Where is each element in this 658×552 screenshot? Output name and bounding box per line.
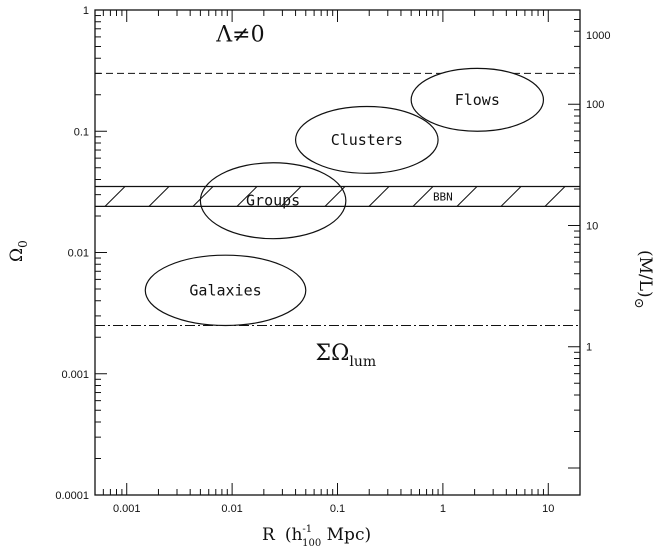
bbn-hatch [192,186,214,207]
luminous-annotation-main: ΣΩ [316,341,350,366]
bands: BBN [95,185,609,207]
flows-region [410,67,545,132]
right-axis-title: (M/L)⊙ [631,250,655,309]
x-axis-title-unit-sup: -1 [302,524,312,535]
right-tick-label: 100 [586,99,604,111]
right-tick-label: 1000 [586,30,610,42]
y-tick-label: 0.001 [61,369,89,381]
bbn-hatch [324,186,346,207]
bbn-hatch [544,186,566,207]
y-tick-label: 0.0001 [55,490,89,502]
bbn-hatch [500,186,522,207]
bbn-hatch [148,186,170,207]
luminous-annotation: ΣΩlum [316,341,377,370]
right-tick-label: 1 [586,342,592,354]
left-axis-title-sub: 0 [16,240,30,248]
left-axis-title-main: Ω [7,248,27,262]
bbn-hatch [104,186,126,207]
luminous-annotation-sub: lum [349,354,376,370]
bbn-hatch [589,187,609,207]
flows-label: Flows [455,91,500,109]
regions: Galaxies Groups Clusters Flows [144,67,545,327]
bbn-hatch [368,186,390,207]
x-tick-label: 10 [542,503,554,515]
bbn-hatch [236,186,258,207]
groups-label: Groups [246,192,300,210]
x-tick-label: 0.1 [330,503,345,515]
x-axis-title: R (h-1 100 Mpc) [262,524,371,549]
bbn-hatch [280,186,302,207]
right-axis-title-sub: ⊙ [631,298,646,309]
x-axis-title-unit-pre: (h [285,525,303,545]
galaxies-label: Galaxies [189,281,261,299]
x-axis-title-unit-post: Mpc) [321,525,371,545]
y-tick-label: 0.1 [74,126,89,138]
tick-marks [94,9,581,496]
reference-lines [95,72,580,326]
bbn-hatch [456,186,478,207]
tick-labels: 0.001 0.01 0.1 1 10 0.0001 0.001 0.01 0.1 1 1 10 100… [55,5,610,515]
x-tick-label: 1 [440,503,446,515]
lambda-annotation: Λ≠0 [215,22,264,47]
bbn-hatch [412,186,434,207]
galaxies-region [144,254,307,327]
y-tick-label: 0.01 [68,248,89,260]
right-tick-label: 10 [586,220,598,232]
x-axis-title-main: R [262,525,276,545]
left-axis-title: Ω0 [7,240,30,262]
clusters-label: Clusters [331,131,403,149]
x-axis-title-unit-sub: 100 [302,538,321,549]
clusters-region [294,105,439,174]
right-axis-title-main: (M/L) [635,250,655,298]
bbn-label: BBN [433,190,453,203]
groups-region [199,162,347,240]
x-tick-label: 0.01 [221,503,242,515]
y-tick-label: 1 [83,5,89,17]
x-tick-label: 0.001 [113,503,141,515]
